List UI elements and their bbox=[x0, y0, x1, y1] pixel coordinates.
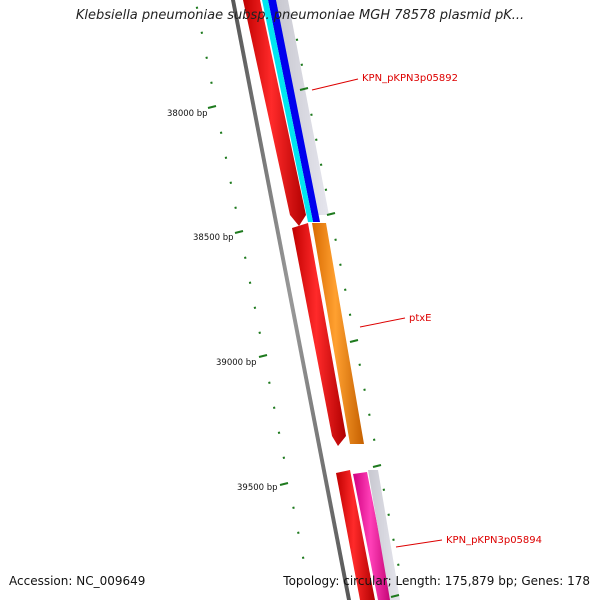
scale-tick-minor bbox=[372, 438, 376, 441]
map-title: Klebsiella pneumoniae subsp. pneumoniae … bbox=[75, 8, 525, 23]
scale-tick-minor bbox=[397, 563, 400, 566]
leader-line-ptxE bbox=[359, 317, 406, 328]
gene-arrow-red-1[interactable] bbox=[243, 0, 306, 226]
scale-tick-minor bbox=[277, 431, 281, 434]
scale-tick-minor bbox=[358, 363, 361, 366]
gene-label-KPN_pKPN3p05894[interactable]: KPN_pKPN3p05894 bbox=[446, 535, 542, 546]
scale-tick-minor bbox=[301, 556, 305, 559]
scale-tick-major bbox=[207, 105, 217, 109]
backbone-track bbox=[231, 0, 351, 600]
scale-tick-minor bbox=[339, 263, 342, 266]
scale-tick-major bbox=[279, 482, 289, 486]
position-label: 39000 bp bbox=[216, 358, 257, 368]
leader-line-5894 bbox=[395, 539, 443, 548]
scale-tick-minor bbox=[382, 488, 386, 491]
position-label-39000: 39000 bp bbox=[216, 358, 257, 368]
scale-tick-major bbox=[299, 87, 309, 91]
scale-tick-minor bbox=[315, 138, 318, 141]
position-label-39500: 39500 bp bbox=[237, 483, 278, 493]
scale-tick-minor bbox=[324, 188, 328, 191]
gene-arrow-KPN_pKPN3p05894[interactable] bbox=[353, 472, 392, 600]
scale-tick-minor bbox=[258, 331, 261, 334]
scale-tick-minor bbox=[253, 306, 257, 309]
scale-tick-minor bbox=[363, 388, 366, 391]
scale-tick-minor bbox=[334, 238, 337, 241]
scale-tick-major bbox=[234, 230, 244, 234]
position-label: 38000 bp bbox=[167, 109, 208, 119]
gene-arrow-ptxE[interactable] bbox=[312, 223, 364, 444]
scale-tick-minor bbox=[348, 313, 352, 316]
scale-tick-minor bbox=[219, 131, 223, 134]
position-label: 39500 bp bbox=[237, 483, 278, 493]
scale-tick-minor bbox=[300, 63, 304, 66]
scale-tick-minor bbox=[344, 288, 347, 291]
scale-tick-minor bbox=[205, 56, 208, 59]
scale-tick-minor bbox=[200, 31, 204, 34]
scale-tick-minor bbox=[229, 181, 233, 184]
gene-label-ptxE[interactable]: ptxE bbox=[409, 313, 432, 324]
scale-tick-minor bbox=[295, 38, 299, 41]
gene-label-KPN_pKPN3p05892[interactable]: KPN_pKPN3p05892 bbox=[362, 73, 458, 84]
scale-tick-minor bbox=[319, 163, 323, 166]
scale-tick-major bbox=[349, 339, 359, 343]
gene-arrow-red-2[interactable] bbox=[292, 223, 346, 446]
track-cyan bbox=[262, 0, 313, 222]
scale-tick-major bbox=[326, 212, 336, 216]
topology-stats-text: Topology: circular; Length: 175,879 bp; … bbox=[283, 574, 590, 588]
scale-tick-minor bbox=[195, 6, 199, 9]
track-light-band-lower bbox=[368, 470, 400, 600]
scale-tick-major bbox=[258, 354, 268, 358]
scale-tick-minor bbox=[268, 381, 271, 384]
scale-tick-minor bbox=[368, 413, 371, 416]
scale-tick-major bbox=[390, 594, 400, 598]
scale-tick-minor bbox=[248, 281, 252, 284]
position-ticks bbox=[195, 6, 400, 598]
scale-tick-minor bbox=[272, 406, 276, 409]
track-blue bbox=[268, 0, 320, 222]
scale-tick-minor bbox=[292, 506, 295, 509]
scale-tick-minor bbox=[244, 256, 247, 259]
position-label-38000: 38000 bp bbox=[167, 109, 208, 119]
scale-tick-major bbox=[372, 464, 382, 468]
scale-tick-minor bbox=[282, 456, 286, 459]
scale-tick-minor bbox=[210, 81, 213, 84]
scale-tick-minor bbox=[392, 538, 395, 541]
scale-tick-minor bbox=[234, 206, 237, 209]
track-light-band bbox=[276, 0, 329, 215]
scale-tick-minor bbox=[297, 531, 300, 534]
accession-text: Accession: NC_009649 bbox=[9, 574, 146, 588]
scale-tick-minor bbox=[310, 113, 313, 116]
position-label: 38500 bp bbox=[193, 233, 234, 243]
scale-tick-minor bbox=[224, 156, 228, 159]
leader-line-5892 bbox=[311, 78, 359, 91]
position-label-38500: 38500 bp bbox=[193, 233, 234, 243]
scale-tick-minor bbox=[387, 513, 390, 516]
gene-arrow-red-3[interactable] bbox=[336, 470, 375, 600]
